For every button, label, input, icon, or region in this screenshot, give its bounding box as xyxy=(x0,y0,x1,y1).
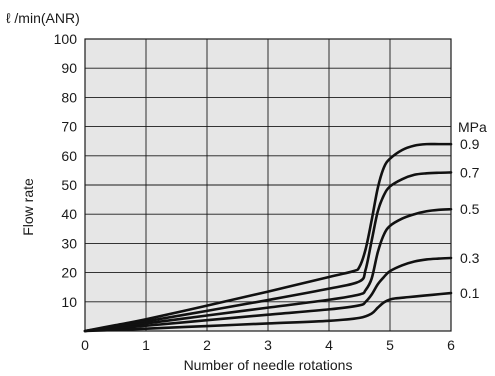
y-tick-label: 30 xyxy=(61,235,77,251)
pressure-unit-label: MPa xyxy=(458,119,487,135)
y-unit-label: ℓ /min(ANR) xyxy=(6,10,80,26)
series-lines xyxy=(83,142,453,333)
x-axis-label: Number of needle rotations xyxy=(184,357,353,373)
y-tick-label: 90 xyxy=(61,60,77,76)
x-tick-label: 2 xyxy=(203,337,211,353)
x-tick-label: 6 xyxy=(447,337,455,353)
x-tick-labels: 0 1 2 3 4 5 6 xyxy=(81,337,455,353)
y-tick-labels: 10 20 30 40 50 60 70 80 90 100 xyxy=(54,31,78,310)
y-tick-label: 60 xyxy=(61,148,77,164)
series-labels: 0.9 0.7 0.5 0.3 0.1 xyxy=(460,136,480,301)
y-tick-label: 20 xyxy=(61,265,77,281)
series-line-0-5 xyxy=(83,207,453,333)
x-tick-label: 0 xyxy=(81,337,89,353)
x-tick-label: 3 xyxy=(264,337,272,353)
series-line-0-3 xyxy=(83,256,453,333)
y-tick-label: 50 xyxy=(61,177,77,193)
series-label: 0.3 xyxy=(460,250,480,266)
y-tick-label: 70 xyxy=(61,119,77,135)
y-tick-label: 40 xyxy=(61,206,77,222)
y-tick-label: 10 xyxy=(61,294,77,310)
y-tick-label: 100 xyxy=(54,31,78,47)
x-tick-label: 5 xyxy=(386,337,394,353)
series-line-0-1 xyxy=(83,291,453,333)
series-line-0-7 xyxy=(83,171,453,333)
x-tick-label: 4 xyxy=(325,337,333,353)
series-line-0-9 xyxy=(83,142,453,333)
series-label: 0.9 xyxy=(460,136,480,152)
y-tick-label: 80 xyxy=(61,89,77,105)
x-tick-label: 1 xyxy=(142,337,150,353)
series-label: 0.5 xyxy=(460,201,480,217)
series-label: 0.7 xyxy=(460,164,480,180)
y-axis-label: Flow rate xyxy=(20,178,36,236)
series-label: 0.1 xyxy=(460,285,480,301)
